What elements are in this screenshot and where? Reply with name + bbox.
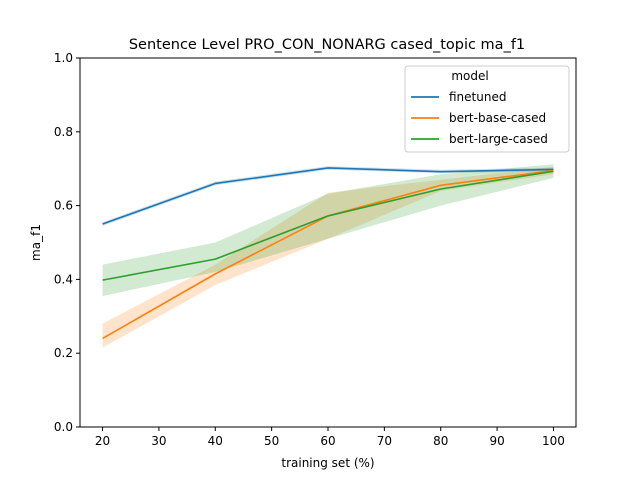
y-tick-label: 1.0 — [54, 51, 73, 65]
legend-label-0: finetuned — [449, 90, 506, 104]
y-axis-label: ma_f1 — [29, 224, 43, 261]
legend-box — [404, 65, 570, 153]
x-axis-label: training set (%) — [281, 456, 374, 470]
confidence-band-1 — [102, 166, 554, 348]
y-tick-label: 0.2 — [54, 346, 73, 360]
x-tick-label: 90 — [489, 434, 504, 448]
series-line-2 — [102, 170, 554, 281]
confidence-band-2 — [102, 164, 554, 296]
y-tick-label: 0.8 — [54, 125, 73, 139]
y-tick-label: 0.4 — [54, 272, 73, 286]
x-tick-label: 50 — [264, 434, 279, 448]
x-tick-label: 80 — [433, 434, 448, 448]
legend-title: model — [451, 69, 488, 83]
y-tick-label: 0.0 — [54, 420, 73, 434]
x-tick-label: 100 — [542, 434, 565, 448]
series-line-0 — [102, 167, 554, 225]
legend: model finetuned bert-base-cased bert-large… — [404, 65, 570, 153]
x-tick-label: 60 — [320, 434, 335, 448]
x-tick-label: 70 — [377, 434, 392, 448]
chart-title: Sentence Level PRO_CON_NONARG cased_topi… — [129, 37, 525, 53]
y-tick-label: 0.6 — [54, 199, 73, 213]
legend-label-2: bert-large-cased — [449, 132, 548, 146]
legend-label-1: bert-base-cased — [449, 111, 546, 125]
x-tick-label: 30 — [151, 434, 166, 448]
x-tick-label: 20 — [95, 434, 110, 448]
x-tick-label: 40 — [208, 434, 223, 448]
